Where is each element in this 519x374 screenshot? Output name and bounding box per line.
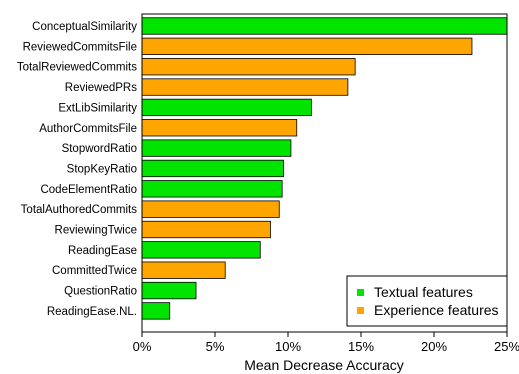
x-axis-title: Mean Decrease Accuracy — [244, 357, 404, 373]
legend-swatch-experience — [357, 307, 364, 314]
bar-stopkeyratio — [141, 159, 285, 178]
category-label: TotalReviewedCommits — [17, 62, 137, 74]
category-label: ReviewingTwice — [55, 225, 137, 237]
x-axis: 0% 5% 10% 15% 20% 25% — [133, 332, 519, 354]
category-label: ReadingEase.NL. — [47, 306, 137, 318]
category-labels: ConceptualSimilarity ReviewedCommitsFile T… — [17, 21, 137, 318]
legend-frame — [346, 275, 508, 327]
bar-authorcommitsfile — [141, 119, 298, 137]
bar-extlibsimilarity — [141, 98, 312, 117]
category-label: CommittedTwice — [52, 265, 137, 277]
bar-totalreviewedcommits — [141, 58, 356, 76]
category-label: ReviewedPRs — [65, 82, 137, 94]
bar-readingease — [141, 241, 261, 259]
legend-label-experience: Experience features — [374, 302, 499, 318]
x-tick-label: 25% — [494, 339, 519, 354]
legend-swatch-textual — [357, 289, 364, 296]
bar-reviewedcommitsfile — [141, 37, 473, 55]
x-tick-label: 15% — [348, 339, 374, 354]
bar-readingease-nl — [141, 302, 171, 320]
x-tick-label: 0% — [133, 339, 152, 354]
category-label: TotalAuthoredCommits — [21, 204, 138, 216]
legend: Textual features Experience features — [346, 275, 508, 327]
category-label: ConceptualSimilarity — [32, 21, 137, 33]
bar-questionratio — [141, 281, 197, 300]
legend-label-textual: Textual features — [374, 284, 473, 300]
category-label: AuthorCommitsFile — [39, 123, 137, 135]
category-label: QuestionRatio — [64, 286, 137, 298]
category-label: CodeElementRatio — [40, 184, 137, 196]
bar-codeelementratio — [141, 180, 283, 198]
bar-stopwordratio — [141, 139, 292, 157]
bar-totalauthoredcommits — [141, 200, 280, 218]
bars-group — [141, 17, 508, 320]
bar-conceptualsimilarity — [141, 17, 508, 35]
x-tick-label: 10% — [275, 339, 301, 354]
bar-committedtwice — [141, 261, 226, 279]
plot-frame — [141, 13, 508, 333]
category-label: StopKeyRatio — [67, 163, 137, 175]
category-label: ExtLibSimilarity — [58, 102, 137, 114]
category-label: ReviewedCommitsFile — [23, 41, 137, 53]
bar-reviewedprs — [141, 78, 349, 96]
x-tick-label: 20% — [421, 339, 447, 354]
category-label: ReadingEase — [68, 245, 137, 257]
category-label: StopwordRatio — [62, 143, 137, 155]
bar-reviewingtwice — [141, 220, 271, 239]
x-tick-label: 5% — [206, 339, 225, 354]
